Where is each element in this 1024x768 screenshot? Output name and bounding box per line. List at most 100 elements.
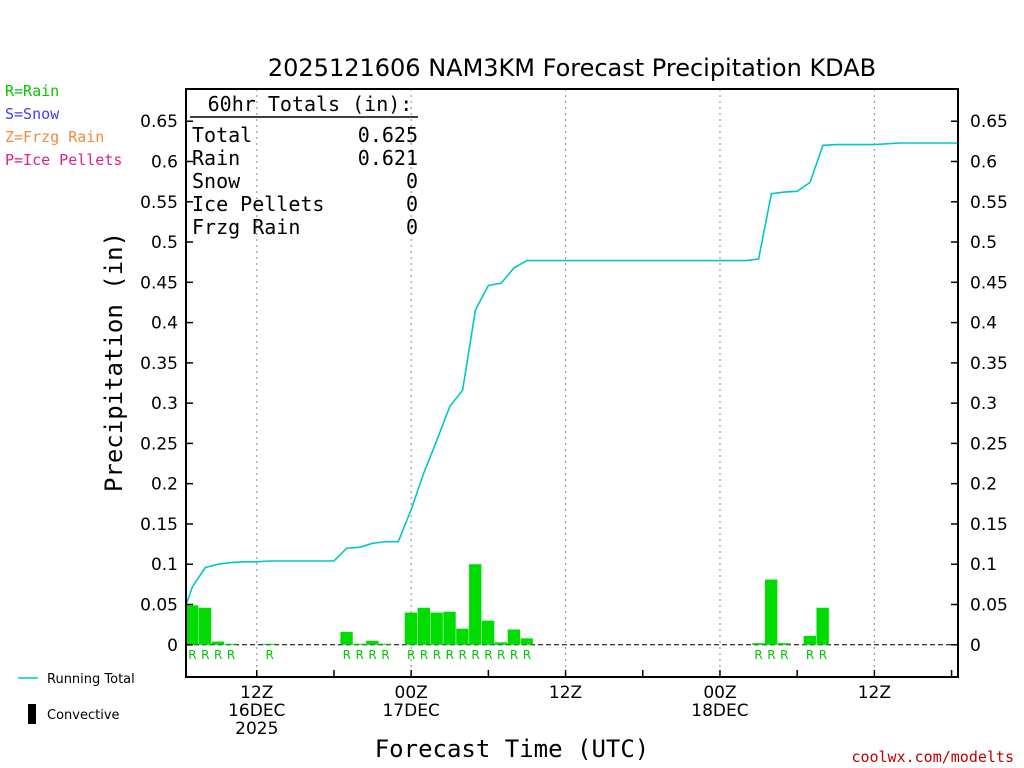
- y-tick-label-right-7: 0.35: [970, 354, 1008, 374]
- x-tick-label-4-0: 12Z: [858, 683, 891, 703]
- y-tick-label-right-12: 0.6: [970, 152, 997, 172]
- precip-type-legend: R=Rain S=Snow Z=Frzg Rain P=Ice Pellets: [5, 82, 122, 169]
- y-tick-label-left-1: 0.05: [140, 596, 178, 616]
- precip-type-label: R: [343, 648, 351, 662]
- series-legend-label-0: Running Total: [47, 672, 135, 687]
- precip-bar: [340, 631, 353, 645]
- precip-type-label: R: [265, 648, 273, 662]
- precip-type-label: R: [510, 648, 518, 662]
- precip-bar: [263, 643, 276, 645]
- precip-type-label: R: [188, 648, 196, 662]
- bar-layer: [186, 564, 829, 645]
- precip-type-label: R: [368, 648, 376, 662]
- precip-bar: [494, 642, 508, 645]
- precip-bar: [404, 612, 418, 645]
- precip-bar: [456, 628, 469, 645]
- y-tick-label-left-2: 0.1: [151, 555, 178, 575]
- line-layer: [185, 142, 958, 606]
- totals-label-4: Frzg Rain: [192, 215, 300, 239]
- grid-layer: [256, 89, 875, 677]
- precip-bar: [816, 607, 829, 645]
- totals-value-4: 0: [406, 215, 418, 239]
- precip-bar: [443, 611, 456, 645]
- y-tick-label-left-9: 0.45: [140, 273, 178, 293]
- precip-bar: [765, 579, 778, 645]
- x-tick-label-1-0: 00Z: [395, 683, 428, 703]
- totals-rows: Total 0.625 Rain 0.621 Snow 0 Ice Pellets 0 Frzg…: [192, 123, 418, 239]
- precip-type-label: R: [356, 648, 364, 662]
- precip-type-label: R: [780, 648, 788, 662]
- precip-type-label: R: [484, 648, 492, 662]
- precip-bar: [186, 605, 199, 645]
- precip-bar: [366, 640, 379, 645]
- y-tick-label-left-4: 0.2: [151, 475, 178, 495]
- precip-type-label: R: [433, 648, 441, 662]
- precip-type-label: R: [806, 648, 814, 662]
- y-tick-label-right-2: 0.1: [970, 555, 997, 575]
- x-tick-label-0-2: 2025: [235, 719, 278, 739]
- y-tick-label-left-11: 0.55: [140, 193, 178, 213]
- series-legend-label-1: Convective: [47, 708, 120, 723]
- precip-type-label: R: [381, 648, 389, 662]
- x-tick-label-3-0: 00Z: [703, 683, 736, 703]
- y-tick-label-left-12: 0.6: [151, 152, 178, 172]
- precip-type-label: R: [523, 648, 531, 662]
- y-tick-label-right-11: 0.55: [970, 193, 1008, 213]
- plot-frame: [185, 88, 959, 678]
- y-tick-label-right-3: 0.15: [970, 515, 1008, 535]
- precip-bar: [507, 629, 521, 645]
- totals-value-3: 0: [406, 192, 418, 216]
- totals-label-3: Ice Pellets: [192, 192, 324, 216]
- series-legend: Running Total Convective: [18, 672, 135, 724]
- y-tick-label-right-9: 0.45: [970, 273, 1008, 293]
- precip-bar: [481, 620, 495, 645]
- precip-type-label: R: [214, 648, 222, 662]
- y-tick-label-left-8: 0.4: [151, 314, 178, 334]
- series-legend-swatch-1: [28, 704, 36, 724]
- y-tick-label-left-3: 0.15: [140, 515, 178, 535]
- totals-label-0: Total: [192, 123, 252, 147]
- y-tick-label-left-10: 0.5: [151, 233, 178, 253]
- y-axis-label: Precipitation (in): [100, 232, 128, 492]
- credit-text: coolwx.com/modelts: [851, 748, 1014, 766]
- totals-label-1: Rain: [192, 146, 240, 170]
- y-tick-layer: 0 00.05 0.050.1 0.10.15 0.150.2 0.20.25 0.250.…: [140, 112, 1008, 656]
- precip-type-label: R: [819, 648, 827, 662]
- totals-box: 60hr Totals (in): Total 0.625 Rain 0.621 Sno…: [190, 92, 418, 239]
- totals-value-2: 0: [406, 169, 418, 193]
- precip-type-label: R: [458, 648, 466, 662]
- precip-bar: [520, 638, 533, 645]
- precip-type-label: R: [420, 648, 428, 662]
- y-tick-label-left-13: 0.65: [140, 112, 178, 132]
- precip-bar: [417, 607, 430, 645]
- precip-bar: [430, 612, 443, 645]
- totals-heading: 60hr Totals (in):: [208, 92, 413, 116]
- type-legend-item-0: R=Rain: [5, 82, 59, 100]
- precip-type-label: R: [201, 648, 209, 662]
- y-tick-label-left-7: 0.35: [140, 354, 178, 374]
- precip-type-label: R: [471, 648, 479, 662]
- precip-bar: [353, 643, 366, 645]
- x-tick-label-2-0: 12Z: [549, 683, 582, 703]
- x-tick-label-0-0: 12Z: [240, 683, 273, 703]
- y-tick-label-right-5: 0.25: [970, 434, 1008, 454]
- running-total-line: [185, 142, 958, 606]
- chart-title: 2025121606 NAM3KM Forecast Precipitation…: [268, 54, 876, 82]
- precip-type-label: R: [497, 648, 505, 662]
- y-tick-label-right-1: 0.05: [970, 596, 1008, 616]
- x-axis-label: Forecast Time (UTC): [375, 735, 650, 763]
- totals-label-2: Snow: [192, 169, 241, 193]
- precip-type-label: R: [754, 648, 762, 662]
- y-tick-label-right-8: 0.4: [970, 314, 997, 334]
- type-legend-item-2: Z=Frzg Rain: [5, 128, 104, 146]
- y-tick-label-left-0: 0: [167, 636, 178, 656]
- precip-bar: [198, 607, 212, 645]
- precip-bar: [469, 564, 482, 645]
- precip-bar: [211, 641, 225, 645]
- totals-value-0: 0.625: [358, 123, 418, 147]
- precip-type-label: R: [227, 648, 235, 662]
- precip-bar: [777, 643, 791, 645]
- y-tick-label-right-6: 0.3: [970, 394, 997, 414]
- type-legend-item-1: S=Snow: [5, 105, 60, 123]
